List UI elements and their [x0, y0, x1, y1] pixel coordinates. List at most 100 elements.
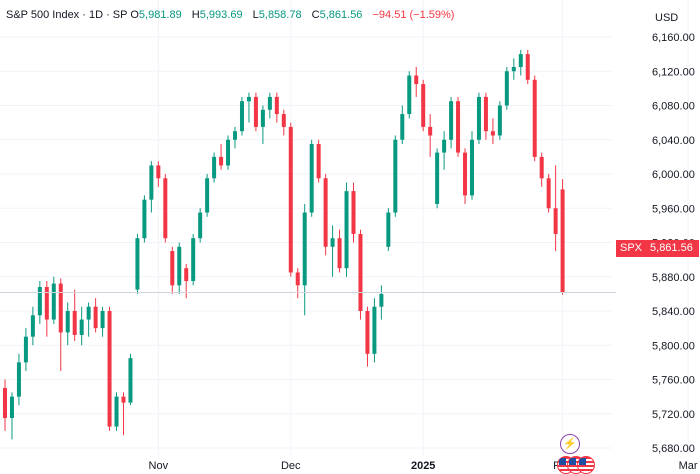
time-axis[interactable]: NovDec2025FebMar — [149, 460, 698, 472]
candle — [274, 92, 279, 123]
candle-body — [156, 165, 161, 179]
candle-body — [525, 54, 530, 80]
candle-body — [553, 208, 558, 234]
candle — [518, 49, 523, 76]
candle-body — [9, 396, 14, 419]
close-value: 5,861.56 — [319, 9, 363, 21]
candle-body — [295, 272, 300, 286]
candle — [504, 66, 509, 110]
candle — [72, 289, 77, 341]
candle-body — [435, 152, 440, 204]
candle-body — [400, 114, 405, 140]
candle-body — [191, 238, 196, 282]
symbol-legend[interactable]: S&P 500 Index · 1D · SP O5,981.89 H5,993… — [6, 9, 454, 21]
candle-body — [219, 156, 224, 166]
candle-body — [449, 101, 454, 140]
high-label: H — [191, 9, 200, 21]
candle — [414, 66, 419, 97]
candle-body — [233, 131, 238, 140]
low-label: L — [252, 9, 259, 21]
candle — [400, 105, 405, 145]
candle — [219, 144, 224, 170]
candle — [253, 92, 258, 132]
open-label: O — [130, 9, 139, 21]
y-tick-label: 5,960.00 — [652, 203, 695, 215]
candle — [246, 92, 251, 123]
candle — [309, 139, 314, 217]
candle — [449, 96, 454, 149]
candle-body — [226, 139, 231, 166]
candle — [379, 285, 384, 320]
candle — [490, 118, 495, 145]
candle — [135, 233, 140, 294]
candle-body — [560, 189, 565, 293]
candle-body — [442, 139, 447, 153]
candle — [463, 148, 468, 204]
low-value: 5,858.78 — [258, 9, 302, 21]
grid-lines — [0, 0, 689, 455]
candle — [65, 302, 70, 346]
x-tick-label: Dec — [281, 460, 301, 472]
candle — [30, 306, 35, 346]
candle-body — [379, 293, 384, 307]
candle — [93, 298, 98, 333]
candle-body — [30, 315, 35, 337]
candle-body — [58, 283, 63, 333]
candle-body — [393, 139, 398, 213]
candle-body — [114, 396, 119, 427]
candle-body — [86, 306, 91, 320]
candle — [476, 92, 481, 145]
symbol-title[interactable]: S&P 500 Index · 1D · SP — [6, 9, 128, 21]
candle-body — [407, 75, 412, 115]
candle — [149, 161, 154, 213]
candle — [37, 281, 42, 324]
candle — [386, 208, 391, 252]
candle-body — [72, 311, 77, 335]
candle-body — [16, 362, 21, 397]
candle — [163, 174, 168, 243]
candle — [435, 148, 440, 209]
candle — [456, 96, 461, 157]
candle — [198, 208, 203, 243]
candle — [323, 174, 328, 256]
candle-body — [351, 191, 356, 234]
candle-body — [37, 287, 42, 316]
candle — [351, 182, 356, 243]
y-tick-label: 6,120.00 — [652, 66, 695, 78]
candle-body — [239, 101, 244, 132]
y-tick-label: 5,880.00 — [652, 272, 695, 284]
candle — [260, 105, 265, 145]
candle — [107, 306, 112, 431]
candle — [302, 203, 307, 316]
candle — [267, 92, 272, 119]
y-tick-label: 5,800.00 — [652, 340, 695, 352]
candle-body — [511, 66, 516, 72]
candle-body — [330, 238, 335, 247]
candle — [170, 246, 175, 294]
candle-body — [65, 311, 70, 333]
candle-body — [149, 165, 154, 200]
candle — [442, 131, 447, 170]
candle-body — [497, 105, 502, 136]
candle-body — [281, 114, 286, 127]
candle — [546, 174, 551, 213]
us-flag-icon[interactable] — [577, 456, 595, 474]
open-value: 5,981.89 — [138, 9, 182, 21]
y-tick-label: 5,760.00 — [652, 375, 695, 387]
candle-body — [246, 96, 251, 102]
candle — [142, 195, 147, 243]
candle — [51, 276, 56, 324]
candle — [281, 109, 286, 136]
candle — [128, 353, 133, 406]
candle — [469, 131, 474, 200]
candle — [233, 126, 238, 149]
candle — [295, 268, 300, 299]
lightning-bolt-icon[interactable]: ⚡ — [560, 434, 580, 454]
candle-body — [463, 152, 468, 196]
currency-label[interactable]: USD — [655, 12, 679, 24]
candle — [525, 49, 530, 85]
candle-body — [546, 178, 551, 209]
candle-body — [274, 96, 279, 115]
candle-body — [121, 396, 126, 403]
